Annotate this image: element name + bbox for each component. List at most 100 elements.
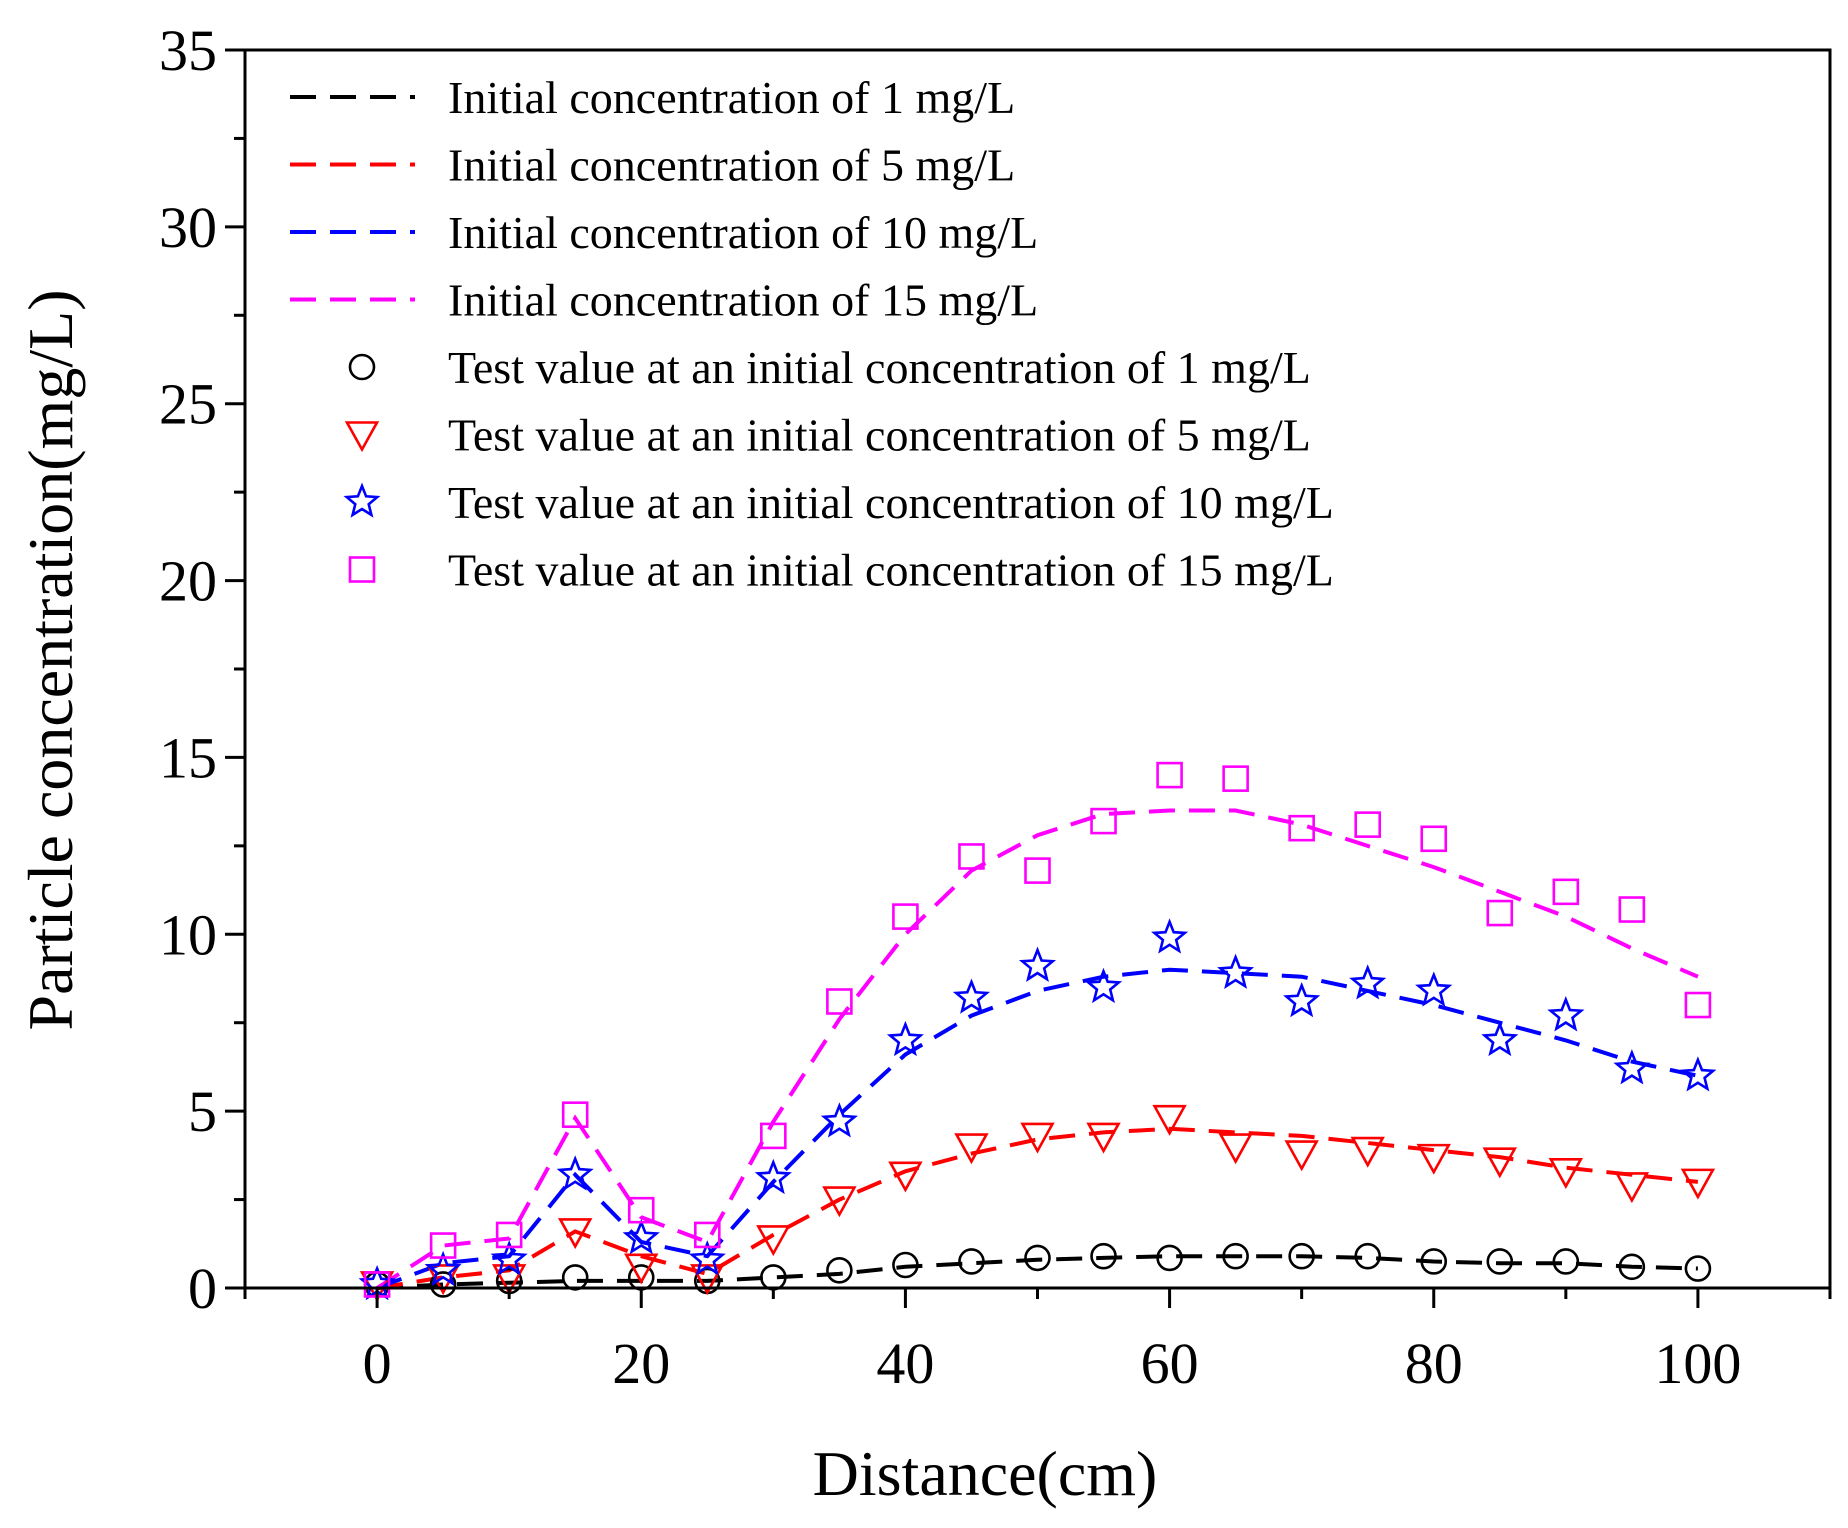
series-line-4 <box>376 808 1699 1290</box>
data-point-square <box>1024 857 1051 884</box>
data-point-triangle-down <box>954 1133 989 1165</box>
data-point-star <box>1217 953 1255 989</box>
y-tick-label: 0 <box>188 1256 217 1321</box>
data-point-star <box>556 1155 594 1191</box>
y-tick-label: 5 <box>188 1079 217 1144</box>
data-point-circle <box>1024 1244 1051 1272</box>
data-point-square <box>1156 761 1183 789</box>
data-point-square <box>693 1221 721 1249</box>
data-point-square <box>1618 896 1646 923</box>
x-tick-label: 0 <box>363 1331 392 1396</box>
data-point-circle <box>561 1264 589 1291</box>
data-point-triangle-down <box>1482 1147 1518 1179</box>
x-tick-label: 100 <box>1654 1331 1741 1396</box>
legend-label: Test value at an initial concentration o… <box>448 410 1311 461</box>
y-tick-label: 30 <box>159 195 217 260</box>
data-point-triangle-down <box>1086 1122 1121 1154</box>
y-axis-title: Particle concentration(mg/L) <box>15 289 86 1030</box>
y-tick-label: 25 <box>159 372 217 437</box>
data-point-square <box>1222 765 1249 792</box>
data-point-square <box>495 1221 523 1249</box>
series-markers <box>358 761 1717 1303</box>
legend-swatch-square <box>348 556 376 583</box>
ticks: 0 5 10 15 20 25 30 35 0 20 40 60 80 100 <box>159 18 1832 1396</box>
legend-swatch-circle <box>348 353 376 381</box>
legend-label: Test value at an initial concentration o… <box>448 545 1334 596</box>
data-point-star <box>688 1240 726 1276</box>
data-point-star <box>1679 1056 1717 1092</box>
data-point-star <box>1084 967 1123 1004</box>
data-point-triangle-down <box>557 1218 593 1250</box>
legend-label: Initial concentration of 15 mg/L <box>448 275 1038 326</box>
x-axis-title: Distance(cm) <box>813 1438 1158 1509</box>
data-point-star <box>952 978 991 1014</box>
data-point-square <box>892 903 919 930</box>
data-point-circle <box>1354 1242 1382 1270</box>
data-point-star <box>820 1102 858 1138</box>
legend-swatch-triangle-down <box>344 421 380 453</box>
y-tick-label: 15 <box>159 725 217 790</box>
series-lines <box>376 808 1699 1290</box>
data-point-star <box>1349 964 1387 1000</box>
data-point-square <box>429 1232 457 1259</box>
data-point-star <box>622 1219 660 1255</box>
data-point-circle <box>1552 1248 1580 1275</box>
data-point-circle <box>1156 1244 1183 1272</box>
data-point-triangle-down <box>1548 1157 1584 1189</box>
data-point-square <box>1090 807 1117 835</box>
data-point-triangle-down <box>1152 1104 1187 1136</box>
data-point-triangle-down <box>1284 1140 1319 1172</box>
data-point-triangle-down <box>822 1186 857 1218</box>
data-point-square <box>1552 878 1580 906</box>
data-point-circle <box>1090 1242 1117 1270</box>
data-point-circle <box>826 1257 853 1284</box>
legend-label: Initial concentration of 1 mg/L <box>448 72 1015 123</box>
data-point-square <box>826 988 853 1015</box>
y-tick-label: 20 <box>159 549 217 614</box>
data-point-star <box>1018 946 1057 982</box>
legend-label: Initial concentration of 10 mg/L <box>448 207 1038 258</box>
data-point-circle <box>429 1271 457 1298</box>
data-point-square <box>760 1122 787 1150</box>
data-point-square <box>1420 825 1448 853</box>
x-tick-label: 60 <box>1141 1331 1199 1396</box>
data-point-triangle-down <box>888 1161 923 1193</box>
data-point-star <box>1613 1049 1651 1085</box>
data-point-circle <box>1618 1253 1646 1281</box>
data-point-star <box>1547 996 1585 1032</box>
legend-label: Test value at an initial concentration o… <box>448 477 1334 528</box>
data-point-star <box>1481 1020 1519 1057</box>
x-tick-label: 20 <box>612 1331 670 1396</box>
data-point-circle <box>1684 1255 1712 1282</box>
y-tick-label: 10 <box>159 902 217 967</box>
data-point-square <box>1354 811 1382 838</box>
data-point-star <box>754 1158 792 1195</box>
data-point-triangle-down <box>1416 1143 1451 1175</box>
data-point-circle <box>1420 1248 1448 1275</box>
data-point-triangle-down <box>1680 1168 1716 1200</box>
legend-label: Initial concentration of 5 mg/L <box>448 140 1015 191</box>
series-line-3 <box>376 967 1699 1290</box>
data-point-triangle-down <box>1218 1133 1253 1165</box>
data-point-square <box>1288 814 1315 842</box>
data-point-circle <box>892 1251 919 1279</box>
legend: Initial concentration of 1 mg/L Initial c… <box>290 72 1334 596</box>
data-point-circle <box>958 1248 985 1275</box>
data-point-triangle-down <box>756 1225 791 1257</box>
data-point-star <box>1415 971 1453 1007</box>
data-point-circle <box>1222 1242 1249 1270</box>
data-point-triangle-down <box>1614 1172 1650 1204</box>
series-line-1 <box>376 1254 1698 1290</box>
legend-label: Test value at an initial concentration o… <box>448 342 1311 393</box>
data-point-star <box>1151 918 1189 954</box>
x-tick-label: 80 <box>1405 1331 1463 1396</box>
data-point-star <box>424 1250 462 1287</box>
data-point-circle <box>1288 1242 1315 1270</box>
x-tick-label: 40 <box>876 1331 934 1396</box>
data-point-square <box>561 1101 589 1128</box>
data-point-star <box>886 1020 924 1057</box>
legend-swatch-star <box>343 482 381 518</box>
data-point-square <box>627 1196 655 1224</box>
data-point-square <box>1684 991 1712 1019</box>
